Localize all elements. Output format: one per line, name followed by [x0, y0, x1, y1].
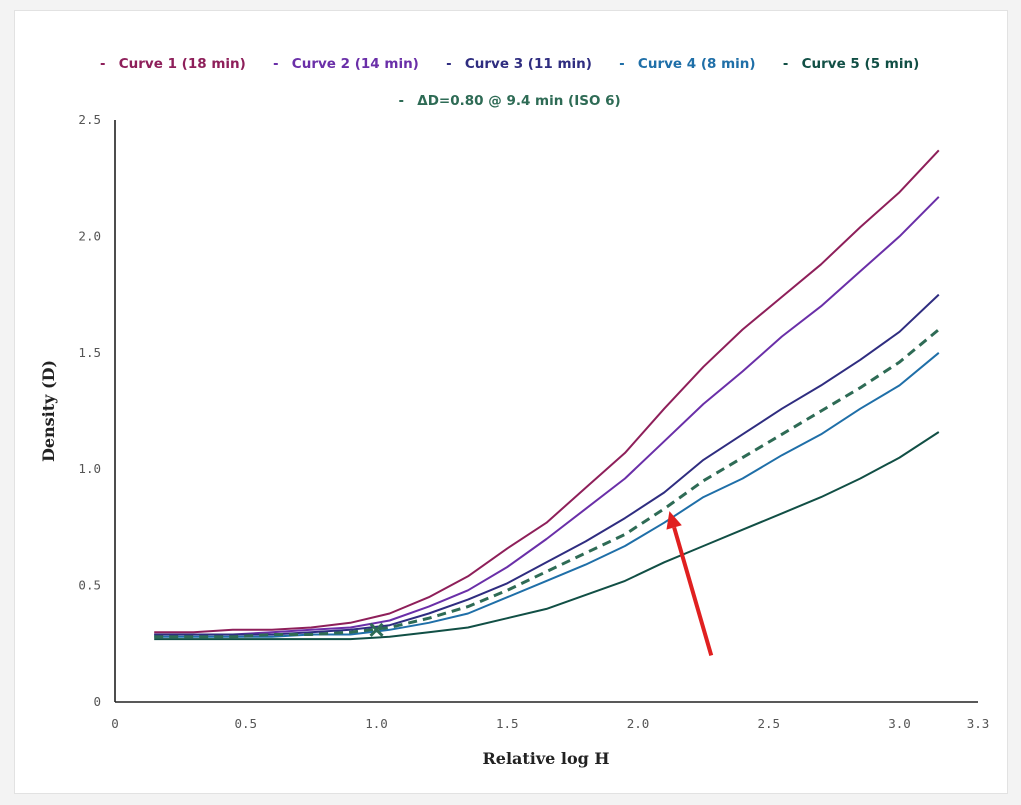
series-group: [154, 149, 940, 641]
x-tick-label: 2.0: [627, 716, 650, 731]
legend-item: Curve 1 (18 min): [100, 56, 246, 72]
x-tick-label: 0: [111, 716, 119, 731]
y-axis-ticks: 0 0.5 1.0 1.5 2.0 2.5: [78, 112, 101, 709]
legend-item: Curve 5 (5 min): [783, 56, 920, 72]
legend-label: Curve 2 (14 min): [292, 56, 419, 72]
pointer-arrow: [666, 511, 714, 656]
series-line-4: [154, 352, 940, 638]
y-axis-title: Density (D): [39, 360, 58, 462]
legend-item: Curve 2 (14 min): [273, 56, 419, 72]
x-tick-label: 0.5: [234, 716, 257, 731]
legend-label: Curve 3 (11 min): [465, 56, 592, 72]
series-line-1: [154, 149, 940, 634]
legend-marker: [446, 63, 451, 65]
legend-marker: [399, 100, 404, 102]
legend-marker: [619, 63, 624, 65]
legend-label: Curve 5 (5 min): [802, 56, 920, 72]
x-tick-label: 2.5: [757, 716, 780, 731]
legend-label: Curve 4 (8 min): [638, 56, 756, 72]
series-line-6: [154, 328, 940, 639]
y-tick-label: 2.5: [78, 112, 101, 127]
legend-label: ΔD=0.80 @ 9.4 min (ISO 6): [417, 93, 620, 109]
legend-marker: [100, 63, 105, 65]
legend-marker: [783, 63, 788, 65]
x-tick-label: 3.3: [967, 716, 990, 731]
legend: Curve 1 (18 min) Curve 2 (14 min) Curve 3 …: [100, 56, 920, 109]
series-line-3: [154, 293, 940, 636]
x-marker: [369, 622, 384, 637]
y-tick-label: 1.0: [78, 461, 101, 476]
x-axis-title: Relative log H: [482, 749, 609, 768]
legend-marker: [273, 63, 278, 65]
series-line-5: [154, 431, 940, 641]
annotations: [369, 511, 714, 656]
series-line-2: [154, 196, 940, 636]
x-tick-label: 1.0: [365, 716, 388, 731]
x-axis-ticks: 0 0.5 1.0 1.5 2.0 2.5 3.0 3.3: [111, 716, 989, 731]
legend-item: Curve 4 (8 min): [619, 56, 756, 72]
x-tick-label: 3.0: [888, 716, 911, 731]
legend-item: ΔD=0.80 @ 9.4 min (ISO 6): [399, 93, 621, 109]
y-tick-label: 2.0: [78, 228, 101, 243]
legend-item: Curve 3 (11 min): [446, 56, 592, 72]
chart-panel: [14, 10, 1008, 794]
y-tick-label: 1.5: [78, 345, 101, 360]
y-tick-label: 0: [93, 694, 101, 709]
legend-label: Curve 1 (18 min): [119, 56, 246, 72]
y-tick-label: 0.5: [78, 578, 101, 593]
x-tick-label: 1.5: [496, 716, 519, 731]
